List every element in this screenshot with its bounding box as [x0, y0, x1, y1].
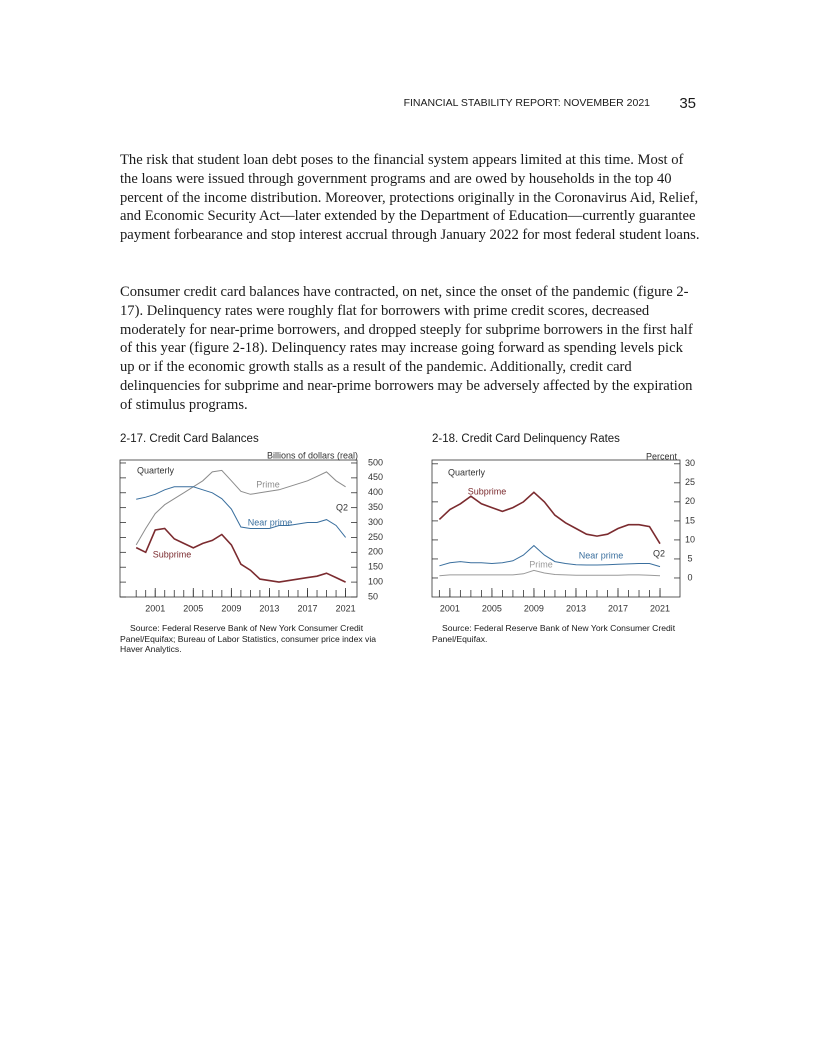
annotation: Q2 — [653, 548, 665, 558]
x-tick-label: 2017 — [608, 603, 628, 613]
plot-frame — [119, 459, 358, 598]
y-tick-label: 450 — [368, 472, 383, 482]
y-tick-label: 0 — [687, 572, 692, 582]
series-label: Subprime — [153, 549, 192, 559]
series-label: Subprime — [468, 486, 507, 496]
chart-title: 2-18. Credit Card Delinquency Rates — [432, 433, 620, 445]
x-tick-label: 2005 — [482, 603, 502, 613]
series-line — [135, 469, 346, 546]
y-tick-label: 5 — [687, 553, 692, 563]
y-tick-label: 350 — [368, 502, 383, 512]
y-tick-label: 10 — [685, 534, 695, 544]
series-line — [438, 491, 661, 545]
plot-frame — [431, 459, 681, 598]
paragraph: The risk that student loan debt poses to… — [120, 152, 700, 244]
y-tick-label: 400 — [368, 487, 383, 497]
chart-source: Source: Federal Reserve Bank of New York… — [120, 623, 377, 654]
series-line — [135, 527, 346, 583]
series-label: Prime — [256, 479, 280, 489]
paragraph: Consumer credit card balances have contr… — [120, 284, 693, 413]
chart-source: Source: Federal Reserve Bank of New York… — [432, 623, 676, 644]
x-tick-label: 2013 — [566, 603, 586, 613]
series-line — [439, 544, 661, 568]
y-tick-label: 30 — [685, 458, 695, 468]
running-header: FINANCIAL STABILITY REPORT: NOVEMBER 202… — [403, 97, 650, 109]
y-tick-label: 25 — [685, 477, 695, 487]
y-axis-label: Percent — [646, 451, 678, 461]
series-line — [439, 569, 661, 577]
x-tick-label: 2021 — [650, 603, 670, 613]
x-tick-label: 2001 — [145, 603, 165, 613]
annotation: Q2 — [336, 502, 348, 512]
x-tick-label: 2005 — [183, 603, 203, 613]
x-tick-label: 2017 — [297, 603, 317, 613]
y-tick-label: 500 — [368, 457, 383, 467]
chart-title: 2-17. Credit Card Balances — [120, 433, 259, 445]
y-tick-label: 200 — [368, 547, 383, 557]
x-tick-label: 2021 — [336, 603, 356, 613]
annotation: Quarterly — [137, 465, 175, 475]
y-tick-label: 100 — [368, 576, 383, 586]
y-tick-label: 50 — [368, 591, 378, 601]
x-tick-label: 2009 — [524, 603, 544, 613]
x-tick-label: 2009 — [221, 603, 241, 613]
series-label: Near prime — [579, 550, 624, 560]
y-axis-label: Billions of dollars (real) — [267, 450, 358, 460]
series-line — [136, 486, 346, 538]
series-label: Prime — [529, 559, 553, 569]
y-tick-label: 300 — [368, 517, 383, 527]
page-number: 35 — [679, 95, 696, 112]
x-tick-label: 2001 — [440, 603, 460, 613]
annotation: Quarterly — [448, 467, 486, 477]
series-label: Near prime — [248, 517, 293, 527]
y-tick-label: 20 — [685, 496, 695, 506]
x-tick-label: 2013 — [259, 603, 279, 613]
y-tick-label: 250 — [368, 532, 383, 542]
y-tick-label: 15 — [685, 515, 695, 525]
y-tick-label: 150 — [368, 562, 383, 572]
